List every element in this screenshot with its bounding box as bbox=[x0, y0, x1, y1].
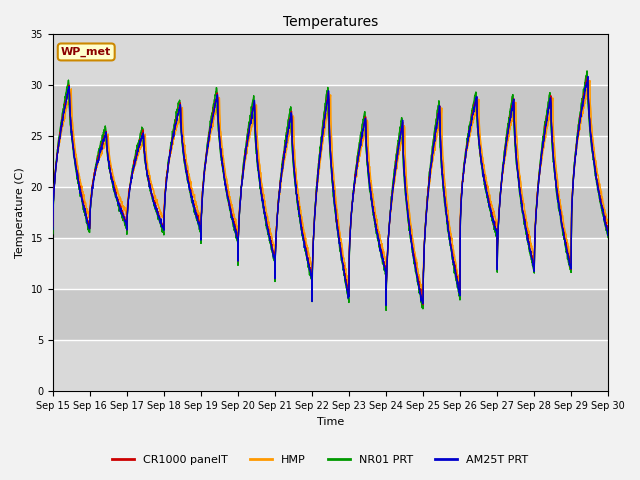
NR01 PRT bbox=[346, 228, 354, 233]
AM25T PRT bbox=[571, 160, 579, 166]
NR01 PRT bbox=[571, 158, 579, 164]
Bar bbox=[52, 340, 608, 391]
HMP bbox=[604, 220, 612, 226]
Bar bbox=[52, 35, 608, 85]
AM25T PRT bbox=[584, 73, 591, 79]
AM25T PRT bbox=[604, 232, 612, 238]
Line: CR1000 panelT: CR1000 panelT bbox=[52, 77, 608, 304]
HMP bbox=[346, 223, 354, 229]
HMP bbox=[49, 216, 56, 222]
NR01 PRT bbox=[382, 308, 390, 313]
CR1000 panelT bbox=[204, 145, 211, 151]
Line: AM25T PRT: AM25T PRT bbox=[52, 76, 608, 305]
AM25T PRT bbox=[346, 226, 354, 231]
Bar bbox=[52, 187, 608, 239]
Bar bbox=[52, 239, 608, 289]
AM25T PRT bbox=[382, 302, 390, 308]
HMP bbox=[358, 139, 366, 145]
AM25T PRT bbox=[358, 133, 366, 139]
CR1000 panelT bbox=[49, 223, 56, 229]
CR1000 panelT bbox=[604, 231, 612, 237]
HMP bbox=[571, 161, 579, 167]
CR1000 panelT bbox=[419, 301, 427, 307]
HMP bbox=[382, 294, 390, 300]
CR1000 panelT bbox=[358, 129, 366, 135]
Bar bbox=[52, 289, 608, 340]
CR1000 panelT bbox=[492, 227, 500, 232]
Text: WP_met: WP_met bbox=[61, 47, 111, 57]
NR01 PRT bbox=[49, 231, 56, 237]
NR01 PRT bbox=[492, 233, 500, 239]
X-axis label: Time: Time bbox=[317, 417, 344, 427]
Line: HMP: HMP bbox=[52, 81, 608, 297]
AM25T PRT bbox=[49, 227, 56, 232]
CR1000 panelT bbox=[584, 74, 591, 80]
Legend: CR1000 panelT, HMP, NR01 PRT, AM25T PRT: CR1000 panelT, HMP, NR01 PRT, AM25T PRT bbox=[107, 451, 533, 469]
NR01 PRT bbox=[604, 235, 612, 240]
NR01 PRT bbox=[583, 68, 591, 74]
HMP bbox=[586, 78, 594, 84]
HMP bbox=[492, 218, 500, 224]
NR01 PRT bbox=[358, 121, 366, 127]
AM25T PRT bbox=[556, 206, 563, 212]
NR01 PRT bbox=[204, 139, 211, 144]
HMP bbox=[556, 193, 563, 199]
NR01 PRT bbox=[556, 208, 563, 214]
CR1000 panelT bbox=[571, 159, 579, 165]
Bar bbox=[52, 136, 608, 187]
Title: Temperatures: Temperatures bbox=[283, 15, 378, 29]
Y-axis label: Temperature (C): Temperature (C) bbox=[15, 168, 25, 258]
CR1000 panelT bbox=[556, 202, 563, 208]
AM25T PRT bbox=[492, 227, 500, 232]
CR1000 panelT bbox=[346, 227, 354, 233]
AM25T PRT bbox=[204, 142, 211, 147]
Line: NR01 PRT: NR01 PRT bbox=[52, 71, 608, 311]
HMP bbox=[204, 148, 211, 154]
Bar bbox=[52, 85, 608, 136]
